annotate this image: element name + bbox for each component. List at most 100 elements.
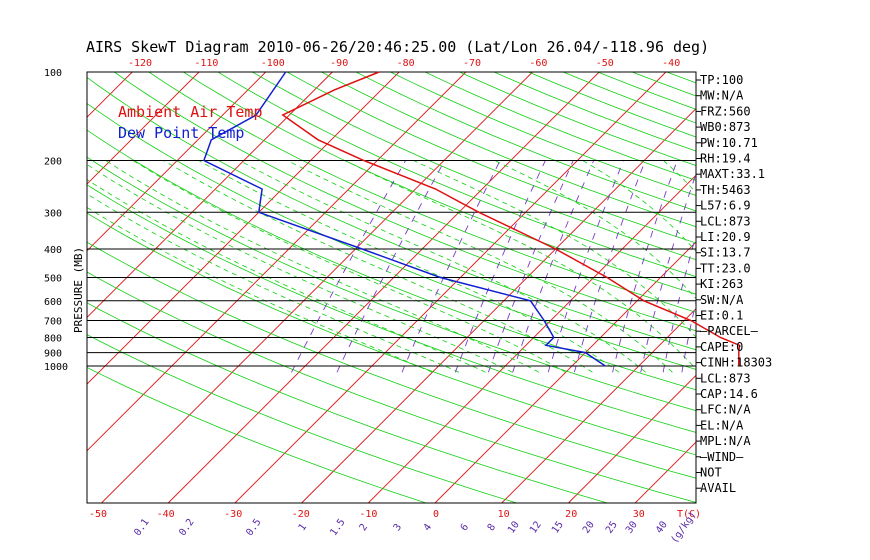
side-panel-item: SI:13.7: [700, 246, 751, 260]
moist-adiabat-line: [287, 160, 673, 373]
bottom-tick-label: 30: [633, 509, 645, 520]
mixing-ratio-line: [761, 161, 800, 373]
background-lines: [0, 72, 870, 503]
mixing-ratio-line: [336, 160, 445, 373]
mixing-ratio-label: 30: [624, 519, 640, 535]
pressure-tick-label: 400: [44, 245, 62, 256]
pressure-tick-label: 700: [44, 316, 62, 327]
mixing-ratio-line: [814, 161, 843, 373]
mixing-ratio-line: [401, 160, 501, 373]
isotherm-line: [87, 72, 200, 185]
top-tick-label: -120: [128, 58, 152, 69]
dry-adiabat-line: [286, 72, 696, 244]
dry-adiabat-line: [87, 367, 427, 503]
top-tick-label: -110: [194, 58, 218, 69]
bottom-tick-label: T(C): [677, 509, 701, 520]
mixing-ratio-labels: 0.1 0.2 0.5 1 1.5 2 3 4 6 8 10 12 15 20 25 30 40 (g/kg): [132, 510, 699, 546]
y-axis-title: PRESSURE (MB): [72, 247, 85, 333]
mixing-ratio-label: 1: [297, 522, 309, 533]
side-panel-item: LI:20.9: [700, 230, 751, 244]
dry-adiabat-line: [87, 103, 696, 370]
dry-adiabat-line: [493, 72, 696, 152]
moist-adiabat-line: [105, 160, 540, 373]
pressure-tick-label: 800: [44, 334, 62, 345]
side-panel-item: FRZ:560: [700, 104, 751, 118]
mixing-ratio-label: 2: [358, 522, 370, 533]
mixing-ratio-label: 10: [506, 519, 522, 535]
side-panel-item: —WIND—: [700, 450, 744, 464]
dry-adiabat-line: [217, 72, 696, 278]
mixing-ratio-line: [547, 160, 624, 373]
isotherm-line: [568, 374, 696, 503]
bottom-tick-label: -30: [224, 509, 242, 520]
isotherm-line: [101, 72, 533, 503]
bottom-tick-label: -20: [292, 509, 310, 520]
mixing-ratio-line: [573, 160, 646, 373]
bottom-tick-label: -50: [89, 509, 107, 520]
side-panel-item: RH:19.4: [700, 152, 751, 166]
moist-adiabat-line: [87, 193, 460, 373]
mixing-ratio-label: 0.5: [244, 517, 263, 538]
moist-adiabat-line: [87, 207, 433, 373]
mixing-ratio-line: [612, 160, 678, 373]
dry-adiabat-line: [183, 72, 696, 295]
pressure-tick-label: 300: [44, 208, 62, 219]
mixing-ratio-label: 25: [604, 519, 620, 535]
side-panel-item: CAP:14.6: [700, 387, 758, 401]
top-tick-label: -50: [596, 58, 614, 69]
dry-adiabat-line: [839, 72, 870, 503]
top-tick-label: -70: [463, 58, 481, 69]
mixing-ratio-label: 1.5: [328, 517, 347, 538]
pressure-tick-label: 200: [44, 157, 62, 168]
isotherm-line: [87, 72, 467, 452]
ambient-temp-line: [281, 71, 741, 367]
dry-adiabat-line: [87, 212, 696, 456]
mixing-ratio-line: [291, 160, 406, 373]
mixing-ratio-label: 40: [654, 519, 670, 535]
mixing-ratio-label: 15: [550, 519, 566, 535]
side-panel-item: CAPE:0: [700, 340, 743, 354]
mixing-ratio-label: 20: [581, 519, 597, 535]
isotherm-line: [87, 72, 267, 252]
mixing-ratio-line: [640, 172, 696, 373]
isotherm-line: [769, 72, 870, 503]
dry-adiabat-line: [87, 271, 696, 503]
side-panel-item: CINH:18303: [700, 356, 772, 370]
moist-adiabat-line: [344, 160, 696, 370]
side-panel-item: LFC:N/A: [700, 403, 751, 417]
side-panel-item: TP:100: [700, 73, 743, 87]
isotherm-line: [87, 72, 133, 118]
side-panel-item: TT:23.0: [700, 261, 751, 275]
side-panel-item: L57:6.9: [700, 199, 751, 213]
dry-adiabat-line: [87, 156, 696, 412]
side-panel-item: EI:0.1: [700, 309, 743, 323]
isotherm-line: [835, 72, 870, 503]
isotherm-line: [367, 174, 696, 503]
isotherm-line: [0, 72, 66, 503]
mixing-ratio-line: [512, 160, 595, 373]
pressure-axis-labels: 100 200 300 400 500 600 700 800 900 1000: [44, 68, 68, 373]
dry-adiabat-line: [87, 76, 696, 351]
mixing-ratio-line: [681, 299, 696, 373]
pressure-tick-label: 500: [44, 274, 62, 285]
pressure-tick-label: 600: [44, 297, 62, 308]
mixing-ratio-line: [781, 161, 816, 373]
top-tick-label: -90: [330, 58, 348, 69]
mixing-ratio-label: 4: [422, 522, 434, 533]
dry-adiabat-line: [87, 334, 517, 503]
pressure-tick-label: 100: [44, 68, 62, 79]
mixing-ratio-line: [454, 160, 546, 373]
plot-frame: [86, 71, 697, 504]
side-panel-item: MAXT:33.1: [700, 167, 765, 181]
dry-adiabat-line: [321, 72, 696, 228]
moist-adiabat-line: [87, 163, 513, 373]
mixing-ratio-label: 8: [486, 522, 498, 533]
bottom-tick-label: 10: [498, 509, 510, 520]
side-panel-item: EL:N/A: [700, 418, 744, 432]
bottom-axis-labels: -50 -40 -30 -20 -10 0 10 20 30 T(C): [89, 509, 701, 520]
isotherm-line: [301, 107, 696, 503]
dry-adiabat-line: [87, 129, 696, 391]
side-panel-item: LCL:873: [700, 371, 751, 385]
legend-dewpoint: Dew Point Temp: [118, 124, 244, 142]
